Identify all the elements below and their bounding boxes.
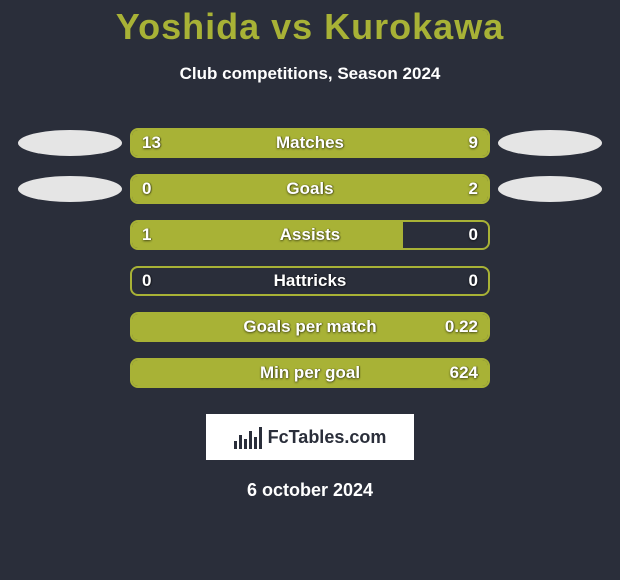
footer-logo-text: FcTables.com	[268, 427, 387, 448]
stat-label: Min per goal	[260, 360, 360, 386]
stat-bar-matches: Matches 13 9	[130, 128, 490, 158]
stat-value-left: 1	[142, 222, 151, 248]
stat-bar-assists: Assists 1 0	[130, 220, 490, 250]
stat-value-right: 624	[450, 360, 478, 386]
stat-label: Hattricks	[274, 268, 347, 294]
footer-date: 6 october 2024	[0, 480, 620, 501]
footer-logo: FcTables.com	[206, 414, 414, 460]
stat-bar-hattricks: Hattricks 0 0	[130, 266, 490, 296]
stats-container: Matches139Goals02Assists10Hattricks00Goa…	[0, 120, 620, 396]
stat-value-left: 13	[142, 130, 161, 156]
stat-value-right: 9	[469, 130, 478, 156]
page-subtitle: Club competitions, Season 2024	[0, 64, 620, 84]
stat-row-goals: Goals 0 2	[10, 166, 610, 212]
stat-value-right: 0	[469, 268, 478, 294]
bar-fill-left	[132, 222, 403, 248]
stat-value-left: 0	[142, 176, 151, 202]
player-left-avatar	[18, 176, 122, 202]
stat-value-right: 0.22	[445, 314, 478, 340]
stat-row-goals_per_match: Goals per match 0.22	[10, 304, 610, 350]
stat-bar-min_per_goal: Min per goal 624	[130, 358, 490, 388]
player-right-avatar	[498, 176, 602, 202]
stat-value-right: 0	[469, 222, 478, 248]
left-avatar-slot	[10, 130, 130, 156]
stat-row-hattricks: Hattricks 0 0	[10, 258, 610, 304]
stat-label: Matches	[276, 130, 344, 156]
stat-row-min_per_goal: Min per goal 624	[10, 350, 610, 396]
stat-label: Goals per match	[243, 314, 376, 340]
stat-row-matches: Matches 13 9	[10, 120, 610, 166]
stat-label: Assists	[280, 222, 340, 248]
page-title: Yoshida vs Kurokawa	[0, 0, 620, 48]
stat-row-assists: Assists 1 0	[10, 212, 610, 258]
right-avatar-slot	[490, 130, 610, 156]
player-right-avatar	[498, 130, 602, 156]
stat-value-left: 0	[142, 268, 151, 294]
right-avatar-slot	[490, 176, 610, 202]
left-avatar-slot	[10, 176, 130, 202]
stat-value-right: 2	[469, 176, 478, 202]
chart-icon	[234, 425, 262, 449]
stat-label: Goals	[286, 176, 333, 202]
bar-fill-right	[193, 176, 488, 202]
stat-bar-goals: Goals 0 2	[130, 174, 490, 204]
player-left-avatar	[18, 130, 122, 156]
stat-bar-goals_per_match: Goals per match 0.22	[130, 312, 490, 342]
